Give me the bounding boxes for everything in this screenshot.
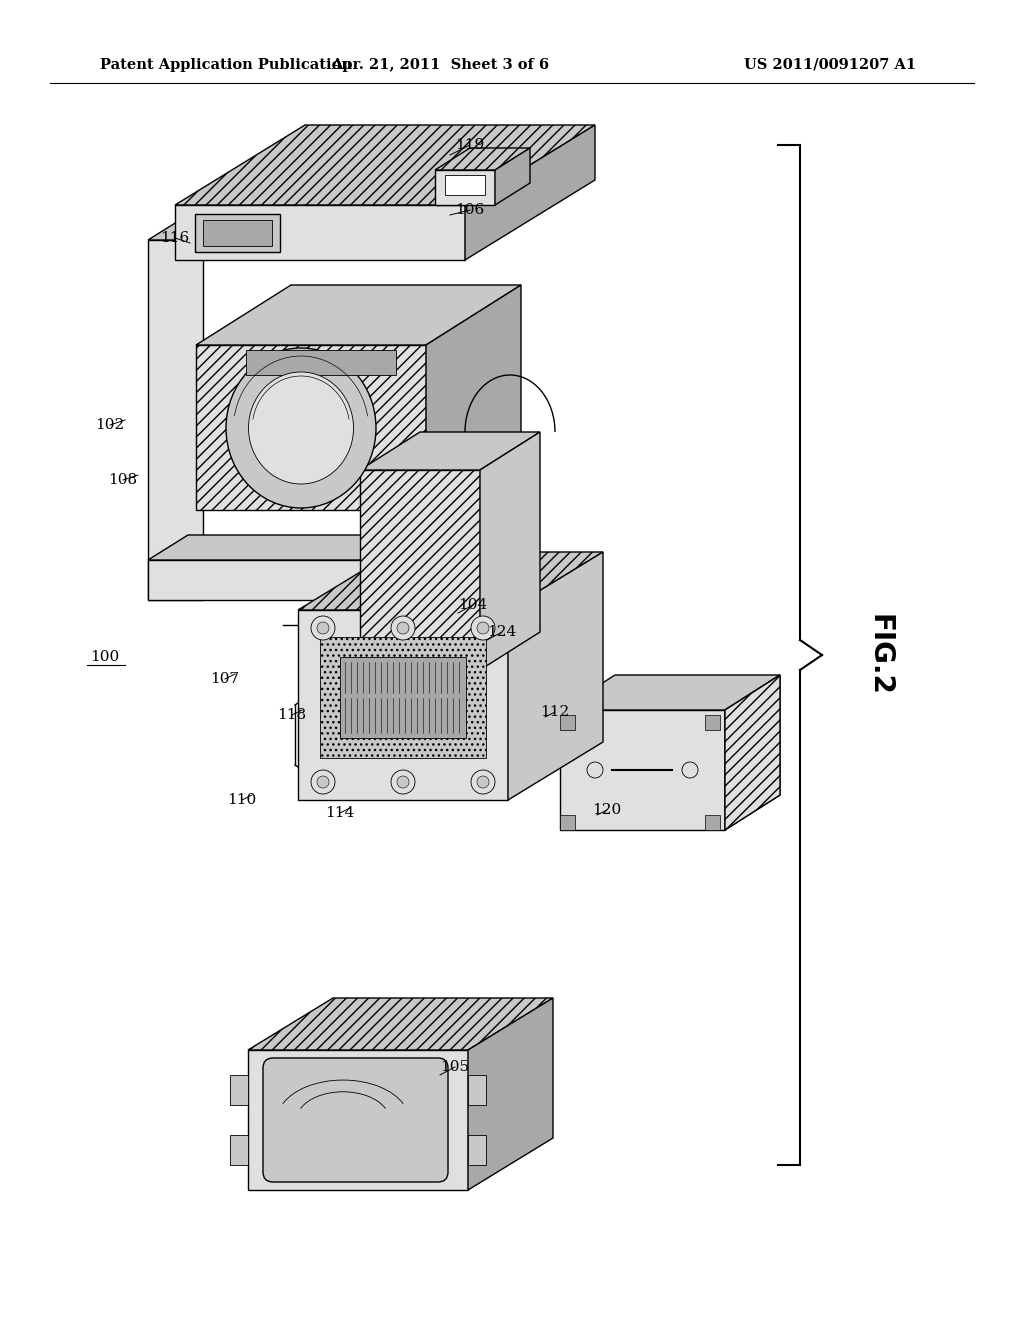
Polygon shape [175,125,595,205]
Polygon shape [340,657,466,738]
Polygon shape [560,710,725,830]
Text: 116: 116 [161,231,189,246]
Polygon shape [148,560,428,601]
Text: 120: 120 [592,803,622,817]
Polygon shape [705,715,720,730]
Polygon shape [298,552,603,610]
Polygon shape [468,998,553,1191]
Text: 119: 119 [456,139,484,152]
Polygon shape [195,214,280,252]
Polygon shape [428,535,468,601]
Circle shape [477,776,489,788]
Polygon shape [360,432,540,470]
Polygon shape [480,432,540,671]
Polygon shape [725,675,780,830]
Ellipse shape [226,348,376,508]
Text: 118: 118 [278,708,306,722]
Circle shape [391,770,415,795]
Polygon shape [508,552,603,800]
Polygon shape [560,675,780,710]
Polygon shape [560,715,575,730]
Polygon shape [148,215,243,240]
Polygon shape [468,1135,486,1166]
Polygon shape [230,1135,248,1166]
Text: 106: 106 [456,203,484,216]
Text: 124: 124 [487,624,517,639]
Text: 104: 104 [459,598,487,612]
Circle shape [391,616,415,640]
Polygon shape [248,998,553,1049]
Polygon shape [465,125,595,260]
Polygon shape [705,814,720,830]
Text: US 2011/0091207 A1: US 2011/0091207 A1 [744,58,916,73]
Polygon shape [196,345,426,510]
Polygon shape [435,148,530,170]
Circle shape [311,616,335,640]
Text: 114: 114 [326,807,354,820]
Polygon shape [148,240,203,601]
Text: 100: 100 [90,649,120,664]
Polygon shape [445,176,485,195]
Text: 108: 108 [109,473,137,487]
Polygon shape [468,1074,486,1105]
Text: 105: 105 [440,1060,470,1074]
Polygon shape [248,1049,468,1191]
Circle shape [317,622,329,634]
Polygon shape [725,675,780,830]
Circle shape [471,616,495,640]
Circle shape [311,770,335,795]
Circle shape [397,622,409,634]
Text: 110: 110 [227,793,257,807]
Text: 107: 107 [211,672,240,686]
Polygon shape [435,170,495,205]
Circle shape [317,776,329,788]
Text: Patent Application Publication: Patent Application Publication [100,58,352,73]
Text: 102: 102 [95,418,125,432]
Polygon shape [360,470,480,671]
Polygon shape [426,285,521,510]
Polygon shape [148,535,468,560]
Polygon shape [298,610,508,800]
Polygon shape [175,205,465,260]
Polygon shape [203,220,272,246]
Circle shape [397,776,409,788]
Polygon shape [230,1074,248,1105]
Text: 112: 112 [541,705,569,719]
Polygon shape [246,350,396,375]
Ellipse shape [249,372,353,484]
Circle shape [682,762,698,777]
Polygon shape [196,285,521,345]
Polygon shape [319,638,486,758]
Circle shape [587,762,603,777]
Polygon shape [560,814,575,830]
FancyBboxPatch shape [263,1059,449,1181]
Circle shape [477,622,489,634]
Polygon shape [495,148,530,205]
Text: FIG.2: FIG.2 [866,614,894,696]
Circle shape [471,770,495,795]
Text: Apr. 21, 2011  Sheet 3 of 6: Apr. 21, 2011 Sheet 3 of 6 [331,58,549,73]
